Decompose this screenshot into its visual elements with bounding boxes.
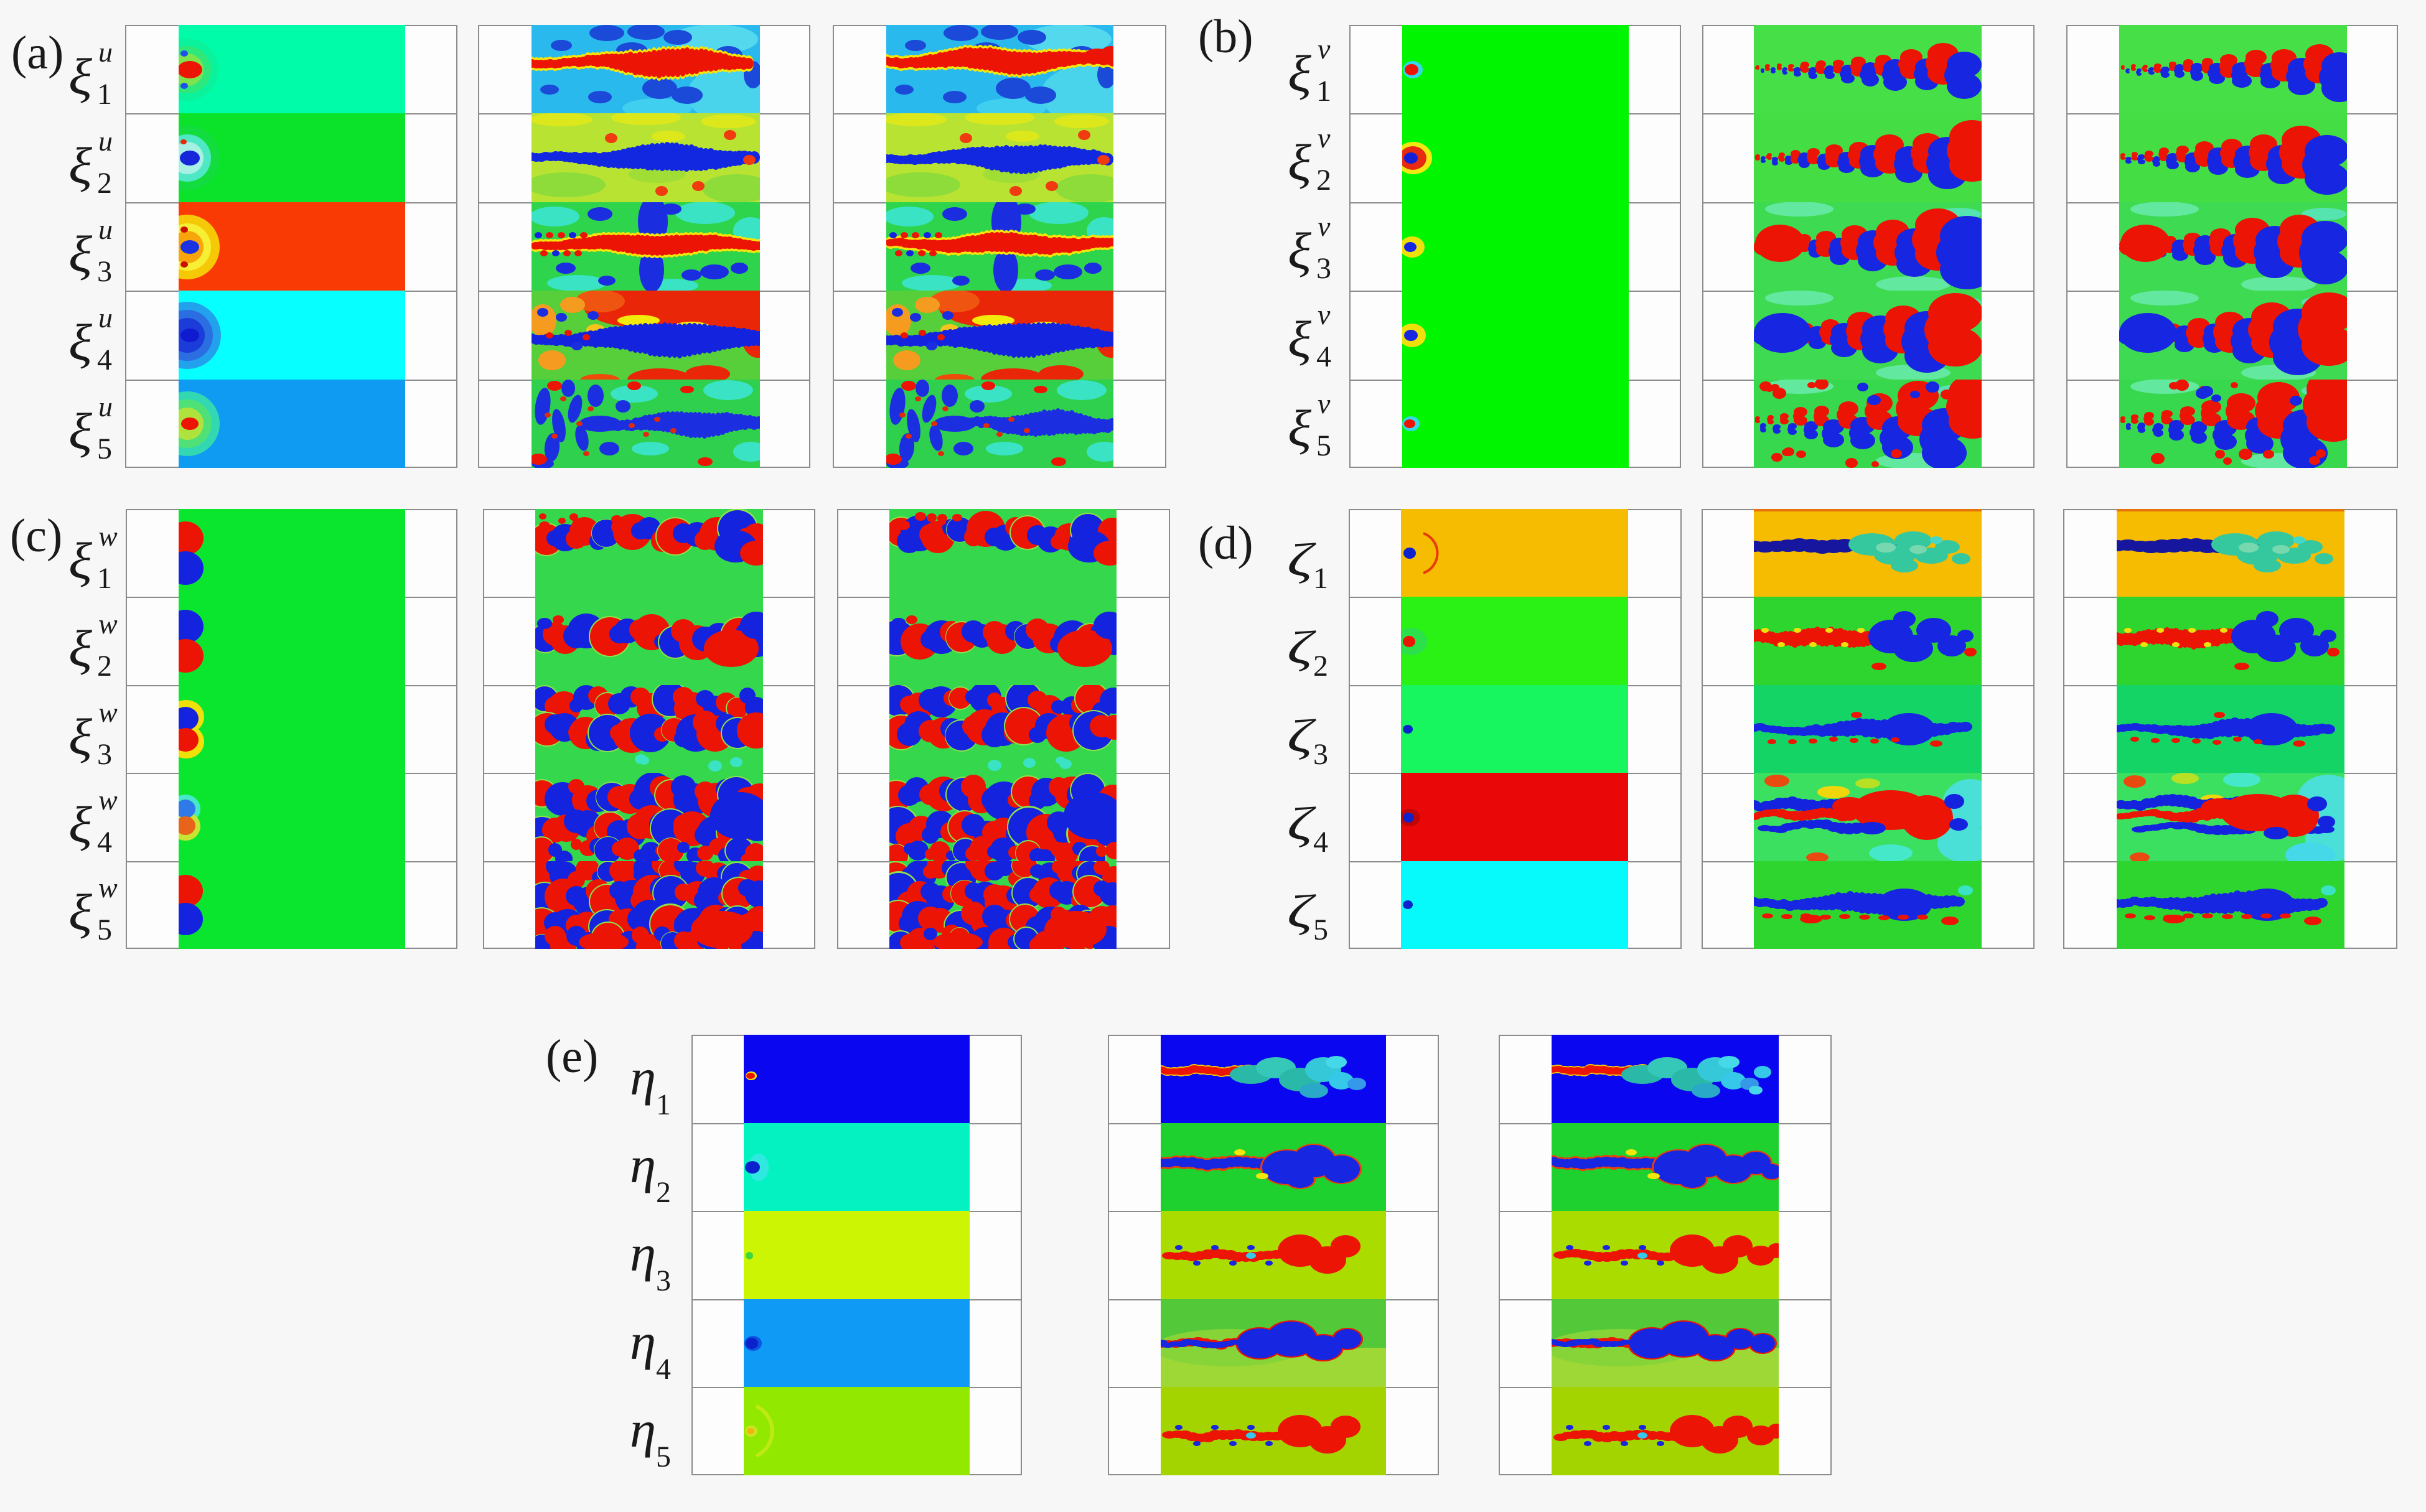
svg-text:(d): (d) [1198, 520, 1253, 569]
svg-text:ξ: ξ [68, 225, 92, 282]
svg-text:3: 3 [1316, 252, 1331, 285]
svg-text:u: u [98, 304, 113, 334]
svg-text:u: u [98, 38, 113, 68]
svg-text:u: u [98, 127, 113, 157]
svg-text:3: 3 [1313, 738, 1328, 771]
svg-text:ξ: ξ [68, 532, 92, 589]
svg-text:5: 5 [97, 432, 112, 465]
svg-text:v: v [1318, 301, 1331, 330]
svg-text:v: v [1318, 212, 1331, 242]
svg-text:v: v [1318, 124, 1331, 154]
svg-text:2: 2 [97, 167, 112, 200]
svg-text:5: 5 [1313, 913, 1328, 946]
svg-text:2: 2 [97, 650, 112, 683]
svg-text:η: η [630, 1401, 656, 1458]
svg-text:η: η [630, 1136, 656, 1193]
svg-text:ζ: ζ [1287, 622, 1316, 674]
svg-text:ξ: ξ [68, 314, 92, 371]
svg-text:ζ: ζ [1287, 798, 1316, 850]
svg-text:v: v [1318, 35, 1331, 65]
svg-text:ξ: ξ [68, 884, 92, 941]
svg-text:3: 3 [656, 1264, 671, 1297]
svg-text:ξ: ξ [68, 708, 92, 765]
svg-text:ξ: ξ [1288, 310, 1311, 368]
svg-text:ξ: ξ [1288, 399, 1311, 457]
svg-text:ξ: ξ [68, 796, 92, 853]
svg-text:4: 4 [1316, 340, 1331, 373]
svg-text:ζ: ζ [1287, 886, 1316, 938]
svg-text:ξ: ξ [1288, 134, 1311, 191]
svg-text:ξ: ξ [68, 403, 92, 460]
svg-text:4: 4 [656, 1353, 671, 1386]
svg-text:3: 3 [97, 738, 112, 771]
svg-text:ζ: ζ [1287, 534, 1316, 586]
svg-text:ξ: ξ [1288, 45, 1311, 102]
svg-text:ζ: ζ [1287, 711, 1316, 762]
svg-text:ξ: ξ [68, 620, 92, 677]
svg-text:w: w [98, 610, 118, 640]
svg-text:4: 4 [97, 826, 112, 859]
svg-text:2: 2 [1313, 650, 1328, 683]
svg-text:4: 4 [97, 343, 112, 376]
svg-text:5: 5 [97, 913, 112, 946]
svg-text:2: 2 [1316, 164, 1331, 197]
svg-text:ξ: ξ [68, 137, 92, 194]
svg-text:η: η [630, 1225, 656, 1282]
svg-text:1: 1 [97, 78, 112, 111]
svg-text:1: 1 [656, 1088, 671, 1121]
svg-text:(b): (b) [1198, 14, 1253, 63]
svg-text:u: u [98, 215, 113, 245]
svg-text:w: w [98, 698, 118, 728]
svg-text:(c): (c) [10, 513, 62, 562]
svg-text:(a): (a) [11, 30, 63, 79]
svg-text:4: 4 [1313, 826, 1328, 859]
svg-text:w: w [98, 874, 118, 903]
svg-text:3: 3 [97, 255, 112, 288]
svg-text:5: 5 [1316, 429, 1331, 462]
svg-text:1: 1 [97, 562, 112, 595]
svg-text:η: η [630, 1048, 656, 1106]
svg-text:w: w [98, 522, 118, 552]
svg-text:(e): (e) [546, 1034, 598, 1083]
svg-text:u: u [98, 393, 113, 422]
svg-text:ξ: ξ [1288, 222, 1311, 279]
svg-text:v: v [1318, 390, 1331, 419]
svg-text:η: η [630, 1313, 656, 1370]
svg-text:2: 2 [656, 1176, 671, 1209]
svg-text:5: 5 [656, 1440, 671, 1473]
svg-text:1: 1 [1313, 562, 1328, 595]
svg-text:w: w [98, 786, 118, 816]
svg-text:ξ: ξ [68, 48, 92, 105]
svg-text:1: 1 [1316, 75, 1331, 108]
